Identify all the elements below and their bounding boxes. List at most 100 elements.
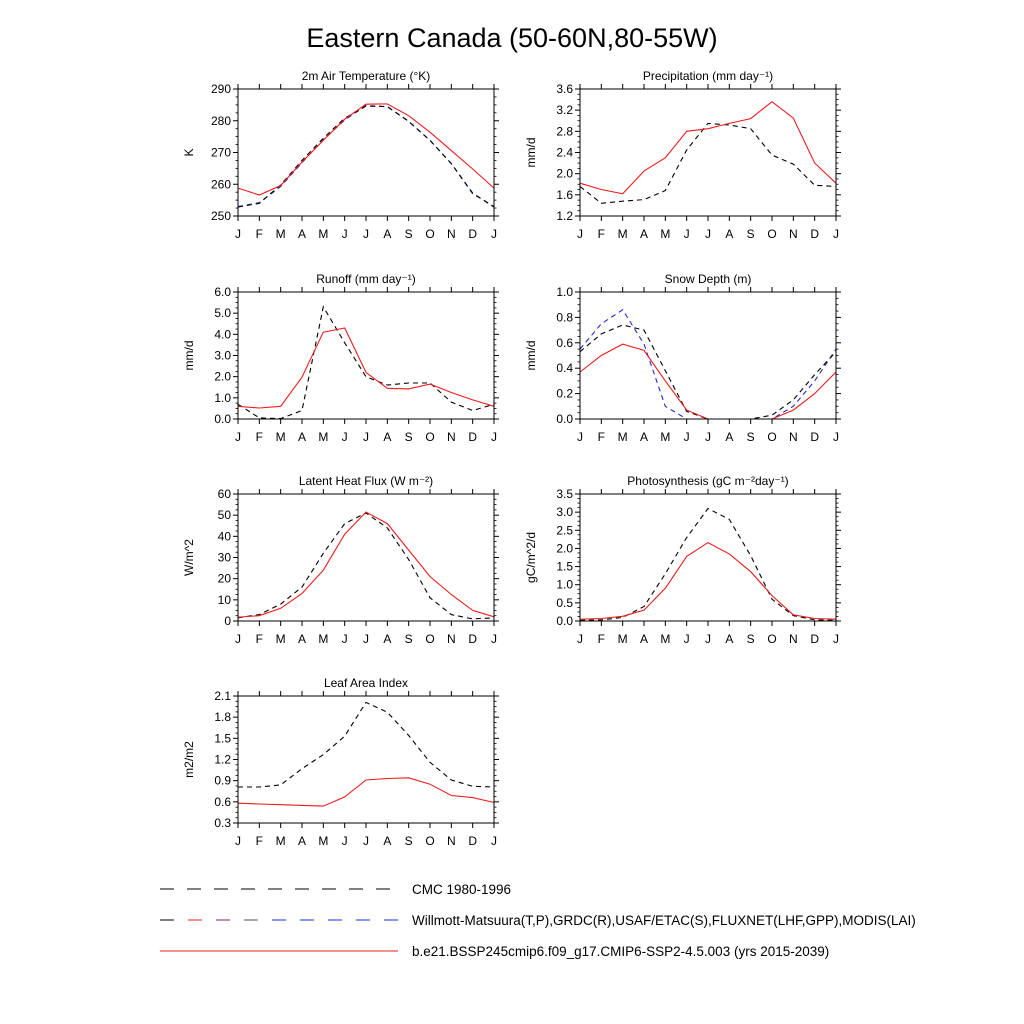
series-line-model	[579, 541, 837, 620]
y-tick-label: 0.0	[556, 614, 573, 628]
plot-frame	[579, 291, 837, 420]
x-tick-label: M	[276, 834, 286, 848]
y-axis-label: gC/m^2/d	[524, 532, 538, 583]
x-tick-label: J	[342, 632, 348, 646]
x-tick-label: J	[491, 227, 497, 241]
y-tick-label: 0.6	[556, 336, 573, 350]
x-tick-label: F	[256, 632, 263, 646]
y-tick-label: 1.5	[214, 731, 231, 745]
y-tick-label: 2.0	[556, 167, 573, 181]
y-axis-label: mm/d	[524, 341, 538, 371]
x-tick-label: M	[276, 227, 286, 241]
y-tick-label: 1.2	[556, 209, 573, 223]
panel-title: Runoff (mm day⁻¹)	[316, 272, 415, 286]
x-tick-label: O	[425, 632, 434, 646]
panels: 2m Air Temperature (°K) 250 260 270 280 290 K J…	[182, 69, 841, 848]
series-line-cmc-1980-1996	[237, 105, 495, 208]
y-tick-label: 0.3	[214, 816, 231, 830]
x-tick-label: J	[235, 430, 241, 444]
y-tick-label: 0.8	[556, 310, 573, 324]
panel-lai: Leaf Area Index 0.3 0.6 0.9 1.2 1.5 1.8 2.1 m2/m…	[182, 676, 499, 848]
x-tick-label: O	[767, 430, 776, 444]
series-line-grdc	[237, 305, 495, 420]
x-tick-label: J	[235, 632, 241, 646]
x-tick-label: S	[405, 834, 413, 848]
x-tick-label: O	[425, 834, 434, 848]
legend-item: Willmott-Matsuura(T,P),GRDC(R),USAF/ETAC…	[160, 913, 916, 928]
y-axis-label: K	[182, 148, 196, 156]
x-tick-label: J	[235, 834, 241, 848]
x-tick-label: J	[577, 430, 583, 444]
y-axis-label: mm/d	[524, 138, 538, 168]
y-tick-label: 280	[211, 114, 231, 128]
x-tick-label: N	[447, 227, 456, 241]
y-tick-label: 1.6	[556, 188, 573, 202]
x-tick-label: J	[684, 227, 690, 241]
x-tick-label: J	[577, 632, 583, 646]
y-tick-label: 1.0	[556, 285, 573, 299]
x-tick-label: F	[256, 834, 263, 848]
x-tick-label: J	[684, 430, 690, 444]
x-tick-label: J	[705, 430, 711, 444]
y-tick-label: 50	[218, 508, 232, 522]
x-tick-label: M	[276, 430, 286, 444]
series-line-model	[237, 103, 495, 196]
y-tick-label: 290	[211, 82, 231, 96]
x-tick-label: A	[298, 430, 306, 444]
x-tick-label: O	[425, 227, 434, 241]
x-tick-label: F	[256, 227, 263, 241]
x-tick-label: J	[684, 632, 690, 646]
x-tick-label: A	[383, 227, 391, 241]
panel-title: Precipitation (mm day⁻¹)	[643, 69, 773, 83]
legend-label: Willmott-Matsuura(T,P),GRDC(R),USAF/ETAC…	[412, 913, 916, 928]
x-tick-label: J	[833, 227, 839, 241]
y-axis-label: m2/m2	[182, 741, 196, 778]
x-tick-label: A	[640, 632, 648, 646]
y-tick-label: 0	[224, 614, 231, 628]
x-tick-label: M	[276, 632, 286, 646]
x-tick-label: F	[598, 430, 605, 444]
x-tick-label: D	[810, 430, 819, 444]
x-tick-label: A	[298, 834, 306, 848]
x-tick-label: S	[405, 430, 413, 444]
x-tick-label: O	[767, 632, 776, 646]
x-tick-label: A	[383, 632, 391, 646]
panel-temp: 2m Air Temperature (°K) 250 260 270 280 290 K J…	[182, 69, 499, 241]
x-tick-label: J	[342, 834, 348, 848]
x-tick-label: F	[598, 227, 605, 241]
x-tick-label: J	[235, 227, 241, 241]
x-tick-label: A	[640, 227, 648, 241]
series-line-usaf-etac	[579, 309, 837, 420]
plot-frame	[579, 88, 837, 217]
panel-title: Photosynthesis (gC m⁻²day⁻¹)	[627, 474, 788, 488]
series-line-willmott-matsuura	[237, 104, 495, 208]
y-tick-label: 0.6	[214, 795, 231, 809]
x-tick-label: F	[256, 430, 263, 444]
x-tick-label: A	[383, 834, 391, 848]
x-tick-label: S	[747, 632, 755, 646]
y-tick-label: 60	[218, 487, 232, 501]
y-tick-label: 30	[218, 551, 232, 565]
y-tick-label: 20	[218, 572, 232, 586]
legend: CMC 1980-1996 Willmott-Matsuura(T,P),GRDC…	[160, 882, 916, 959]
y-tick-label: 3.5	[556, 487, 573, 501]
x-tick-label: J	[491, 430, 497, 444]
y-tick-label: 3.0	[214, 349, 231, 363]
y-tick-label: 3.0	[556, 505, 573, 519]
y-tick-label: 0.0	[214, 412, 231, 426]
y-axis-label: mm/d	[182, 341, 196, 371]
panel-title: 2m Air Temperature (°K)	[302, 69, 431, 83]
x-tick-label: J	[363, 632, 369, 646]
x-tick-label: D	[468, 227, 477, 241]
x-tick-label: M	[318, 430, 328, 444]
plot-frame	[579, 493, 837, 622]
series-line-modis	[238, 701, 495, 788]
series-line-model	[237, 327, 495, 409]
x-tick-label: J	[363, 430, 369, 444]
y-tick-label: 40	[218, 529, 232, 543]
series-line-model	[237, 777, 495, 807]
legend-label: b.e21.BSSP245cmip6.f09_g17.CMIP6-SSP2-4.…	[412, 944, 829, 959]
plot-frame	[237, 695, 495, 824]
panel-gpp: Photosynthesis (gC m⁻²day⁻¹) 0.0 0.5 1.0 1.5…	[524, 474, 841, 646]
